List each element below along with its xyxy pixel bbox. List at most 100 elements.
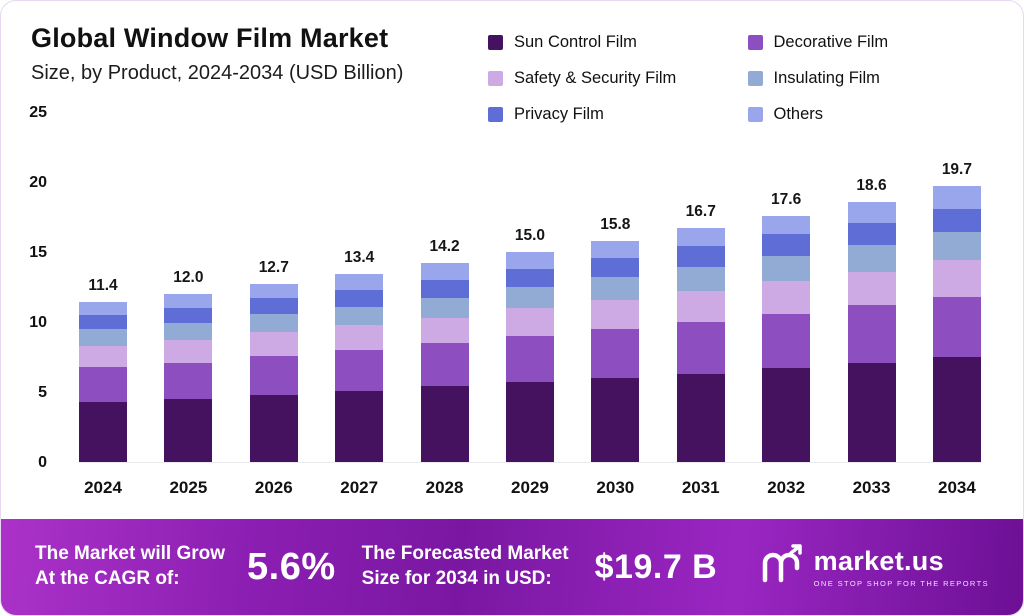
legend-label: Sun Control Film	[514, 33, 637, 51]
bar-segment-safety-security-film	[79, 345, 127, 367]
bar-segment-insulating-film	[676, 267, 725, 292]
legend-label: Privacy Film	[514, 105, 604, 123]
bar-segment-decorative-film	[676, 322, 725, 374]
bar-segment-privacy-film	[249, 298, 298, 314]
bar-total-label: 14.2	[429, 238, 460, 256]
bar-segment-safety-security-film	[676, 291, 725, 323]
x-tick-label: 2033	[852, 478, 891, 497]
plot-area: 11.4 2024 12.0 2025 12.7 2026 13.4 2027 14.2 2028…	[79, 113, 981, 497]
bar-segment-others	[164, 294, 213, 309]
bar-total-label: 15.8	[600, 215, 631, 233]
bar-segment-others	[932, 186, 981, 209]
bar-column-2025: 12.0 2025	[164, 113, 213, 497]
bar-column-2032: 17.6 2032	[762, 113, 811, 497]
bar-segment-sun-control-film	[847, 362, 896, 462]
brand-text: market.us ONE STOP SHOP FOR THE REPORTS	[814, 546, 989, 588]
bar-column-2026: 12.7 2026	[249, 113, 298, 497]
bar-column-2024: 11.4 2024	[79, 113, 127, 497]
chart-header: Global Window Film Market Size, by Produ…	[31, 23, 403, 85]
bar-segment-others	[762, 215, 811, 234]
bar-stack	[591, 240, 640, 462]
y-tick-label: 25	[29, 104, 47, 121]
x-tick-label: 2027	[340, 478, 379, 497]
bar-segment-insulating-film	[164, 323, 213, 341]
bar-segment-privacy-film	[932, 208, 981, 233]
y-tick-label: 0	[38, 454, 47, 471]
bar-column-2034: 19.7 2034	[932, 113, 981, 497]
brand-tagline: ONE STOP SHOP FOR THE REPORTS	[813, 579, 989, 588]
bar-stack	[79, 302, 127, 462]
legend-swatch	[488, 35, 503, 50]
bar-segment-sun-control-film	[505, 382, 554, 462]
bar-segment-decorative-film	[847, 305, 896, 363]
bar-segment-sun-control-film	[932, 357, 981, 462]
legend-item-insulating-film: Insulating Film	[747, 69, 998, 88]
bar-segment-safety-security-film	[762, 281, 811, 314]
bar-segment-safety-security-film	[932, 260, 981, 297]
legend-label: Safety & Security Film	[514, 69, 677, 87]
bar-segment-decorative-film	[164, 362, 213, 399]
bar-segment-privacy-film	[79, 315, 127, 330]
bar-total-label: 15.0	[514, 227, 546, 245]
forecast-label-line2: Size for 2034 in USD:	[361, 568, 552, 589]
bar-segment-privacy-film	[591, 257, 640, 278]
bar-stack	[932, 186, 981, 462]
legend-item-sun-control-film: Sun Control Film	[488, 33, 738, 52]
bar-total-label: 12.0	[173, 269, 204, 287]
bar-segment-insulating-film	[932, 232, 981, 261]
x-tick-label: 2028	[425, 478, 464, 497]
bar-segment-insulating-film	[420, 298, 469, 318]
x-tick-label: 2026	[254, 478, 293, 497]
bar-segment-decorative-film	[762, 313, 811, 369]
forecast-value: $19.7 B	[594, 547, 718, 586]
y-axis: 0 5 10 15 20 25	[1, 104, 59, 471]
bar-segment-decorative-film	[420, 343, 469, 387]
bar-segment-privacy-film	[164, 308, 213, 324]
cagr-value: 5.6%	[247, 545, 336, 588]
bar-segment-others	[79, 302, 127, 316]
forecast-label-line1: The Forecasted Market	[361, 543, 569, 565]
legend-swatch	[747, 35, 763, 50]
forecast-label: The Forecasted Market Size for 2034 in U…	[362, 542, 569, 591]
x-tick-label: 2030	[596, 478, 635, 497]
marketus-logo-icon	[758, 543, 804, 591]
y-tick-label: 10	[29, 314, 47, 331]
bar-segment-safety-security-film	[164, 340, 213, 363]
x-tick-label: 2031	[681, 478, 720, 497]
bar-stack	[249, 284, 298, 462]
legend-item-others: Others	[747, 105, 998, 124]
bar-segment-decorative-film	[79, 366, 127, 402]
bar-total-label: 13.4	[344, 249, 375, 267]
bar-segment-decorative-film	[505, 336, 554, 383]
legend-label: Insulating Film	[773, 69, 880, 87]
bar-total-label: 12.7	[258, 259, 289, 277]
legend-swatch	[488, 71, 503, 86]
bar-segment-sun-control-film	[164, 399, 213, 462]
bar-segment-sun-control-film	[335, 390, 384, 462]
bar-segment-safety-security-film	[335, 324, 384, 351]
y-tick-label: 15	[29, 244, 47, 261]
bar-segment-safety-security-film	[249, 331, 298, 356]
bar-total-label: 16.7	[685, 203, 716, 221]
brand-name: market.us	[813, 546, 944, 576]
bar-column-2031: 16.7 2031	[676, 113, 725, 497]
chart-subtitle: Size, by Product, 2024-2034 (USD Billion…	[31, 62, 404, 84]
legend-label: Decorative Film	[773, 33, 889, 51]
bar-segment-insulating-film	[762, 256, 811, 282]
bar-segment-insulating-film	[249, 313, 298, 332]
bar-segment-others	[847, 201, 896, 223]
bar-segment-insulating-film	[505, 287, 554, 309]
bar-segment-safety-security-film	[505, 308, 554, 337]
chart-title: Global Window Film Market	[31, 23, 389, 53]
legend-item-privacy-film: Privacy Film	[488, 105, 738, 124]
cagr-label-line1: The Market will Grow	[35, 543, 226, 565]
bar-segment-others	[335, 274, 384, 290]
bar-column-2028: 14.2 2028	[420, 113, 469, 497]
legend-label: Others	[773, 105, 824, 123]
legend-item-safety-security-film: Safety & Security Film	[488, 69, 738, 88]
bar-segment-safety-security-film	[847, 271, 896, 306]
bar-segment-sun-control-film	[79, 401, 127, 462]
bar-total-label: 17.6	[771, 190, 802, 208]
bar-stack	[676, 228, 725, 462]
